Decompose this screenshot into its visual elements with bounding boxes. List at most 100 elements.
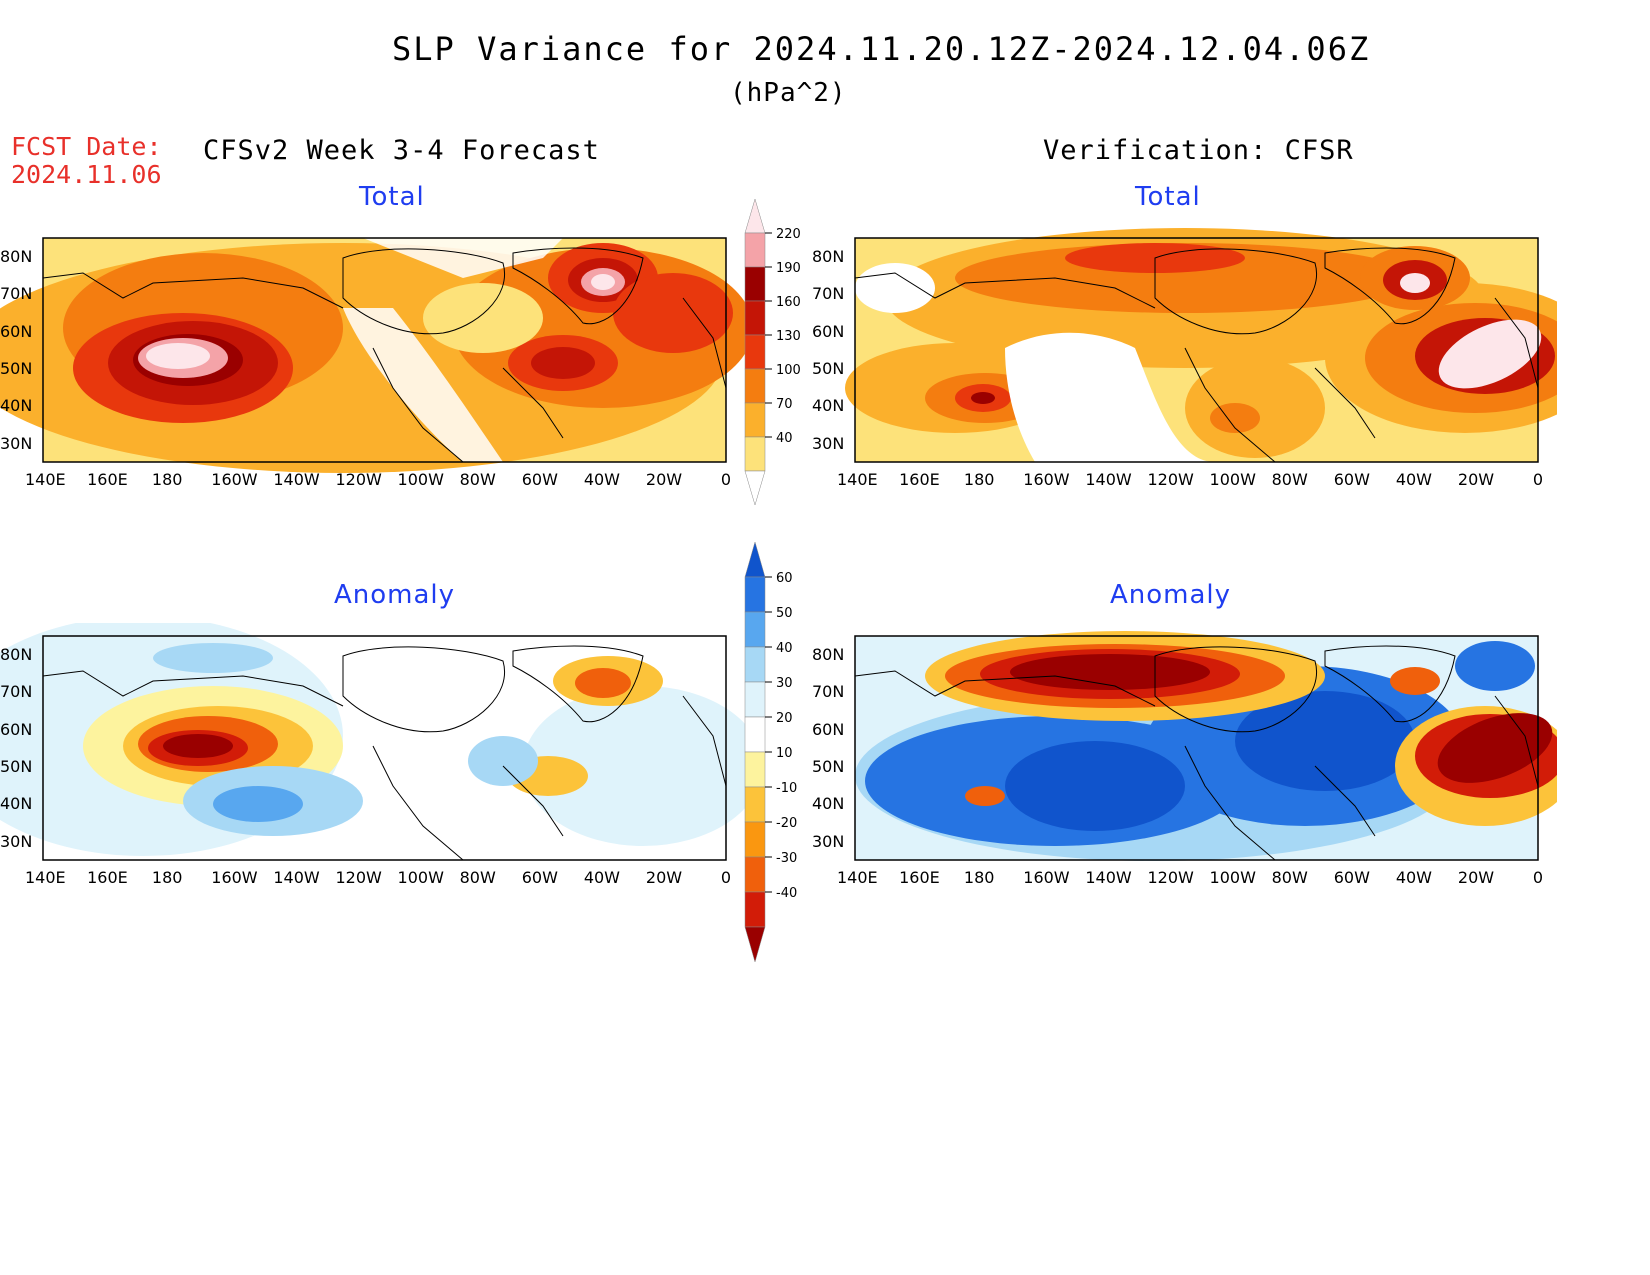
lat-tick-label: 60N xyxy=(0,719,33,739)
lon-tick-label: 120W xyxy=(1147,868,1194,887)
lat-tick-label: 40N xyxy=(812,396,845,416)
lon-tick-label: 60W xyxy=(1333,470,1370,489)
lat-tick-label: 80N xyxy=(0,247,33,266)
total-swatch xyxy=(744,334,766,370)
anomaly-swatch xyxy=(744,716,766,753)
anomaly-swatch xyxy=(744,821,766,858)
anomaly-swatch xyxy=(744,646,766,683)
anomaly-swatch xyxy=(744,681,766,718)
total-level-label: 40 xyxy=(776,431,793,446)
lon-tick-label: 180 xyxy=(151,470,183,489)
total-swatch xyxy=(744,368,766,404)
lon-tick-label: 160E xyxy=(899,868,940,887)
anomaly-swatch xyxy=(744,786,766,823)
total-level-label: 70 xyxy=(776,397,793,412)
panel-label-verification-anomaly: Anomaly xyxy=(1110,580,1232,610)
lon-tick-label: 60W xyxy=(521,470,558,489)
lon-tick-label: 120W xyxy=(335,868,382,887)
lon-tick-label: 40W xyxy=(583,470,620,489)
units-label: (hPa^2) xyxy=(730,78,847,108)
lon-tick-label: 160W xyxy=(211,470,258,489)
total-swatch xyxy=(744,232,766,268)
total-level-label: 100 xyxy=(776,363,801,378)
lon-tick-label: 100W xyxy=(397,470,444,489)
colorbar-total: 220 190 160 130 100 70 40 xyxy=(744,198,801,505)
total-swatch xyxy=(744,402,766,438)
anomaly-level-label: -30 xyxy=(776,851,797,866)
total-level-label: 160 xyxy=(776,295,801,310)
lon-tick-label: 0 xyxy=(1532,470,1544,489)
lon-tick-label: 160E xyxy=(899,470,940,489)
total-level-label: 190 xyxy=(776,261,801,276)
lon-tick-label: 80W xyxy=(1271,868,1308,887)
lat-tick-label: 40N xyxy=(0,396,33,416)
lat-tick-label: 60N xyxy=(812,321,845,341)
lat-tick-label: 70N xyxy=(812,682,845,702)
lon-tick-label: 0 xyxy=(1532,868,1544,887)
total-swatch xyxy=(744,436,766,472)
lat-tick-label: 30N xyxy=(812,831,845,851)
lon-tick-label: 160E xyxy=(87,868,128,887)
fcst-date-value: 2024.11.06 xyxy=(11,160,162,189)
lon-tick-label: 20W xyxy=(1457,470,1495,489)
verification-heading: Verification: CFSR xyxy=(1043,135,1354,166)
lon-tick-label: 160W xyxy=(1023,868,1070,887)
panel-label-forecast-anomaly: Anomaly xyxy=(334,580,456,610)
anomaly-level-label: -10 xyxy=(776,781,797,796)
lon-tick-label: 60W xyxy=(521,868,558,887)
lon-tick-label: 0 xyxy=(720,868,732,887)
lon-tick-label: 40W xyxy=(1395,868,1432,887)
lon-tick-label: 140W xyxy=(1085,868,1132,887)
anomaly-swatch xyxy=(744,856,766,893)
lon-tick-label: 20W xyxy=(645,868,683,887)
map-verification-total xyxy=(845,228,1557,463)
anomaly-swatch xyxy=(744,891,766,928)
anomaly-swatch xyxy=(744,926,766,963)
lat-tick-label: 60N xyxy=(812,719,845,739)
lon-tick-label: 80W xyxy=(459,868,496,887)
lat-tick-label: 50N xyxy=(812,756,845,776)
fcst-date-label: FCST Date: xyxy=(11,132,162,161)
anomaly-swatch xyxy=(744,751,766,788)
lat-tick-label: 70N xyxy=(812,284,845,304)
anomaly-level-label: 20 xyxy=(776,711,793,726)
total-swatch xyxy=(744,300,766,336)
lat-tick-label: 50N xyxy=(0,756,33,776)
lon-tick-label: 20W xyxy=(1457,868,1495,887)
panel-label-forecast-total: Total xyxy=(359,182,425,212)
anomaly-swatch xyxy=(744,611,766,648)
lon-tick-label: 0 xyxy=(720,470,732,489)
lon-tick-label: 80W xyxy=(459,470,496,489)
lat-tick-label: 50N xyxy=(0,358,33,378)
lon-tick-label: 120W xyxy=(335,470,382,489)
lat-tick-label: 70N xyxy=(0,284,33,304)
anomaly-level-label: -40 xyxy=(776,886,797,901)
map-forecast-anomaly xyxy=(0,623,745,861)
lon-tick-label: 140E xyxy=(25,868,66,887)
anomaly-level-label: -20 xyxy=(776,816,797,831)
total-swatch xyxy=(744,198,766,234)
map-forecast-total xyxy=(0,237,745,473)
anomaly-level-label: 40 xyxy=(776,641,793,656)
anomaly-level-label: 30 xyxy=(776,676,793,691)
anomaly-swatch xyxy=(744,576,766,613)
lon-tick-label: 140E xyxy=(837,868,878,887)
panel-label-verification-total: Total xyxy=(1135,182,1201,212)
lat-tick-label: 60N xyxy=(0,321,33,341)
lon-tick-label: 80W xyxy=(1271,470,1308,489)
anomaly-swatch xyxy=(744,541,766,578)
plot-title: SLP Variance for 2024.11.20.12Z-2024.12.… xyxy=(392,30,1371,68)
lat-tick-label: 80N xyxy=(812,645,845,664)
lon-tick-label: 100W xyxy=(1209,868,1256,887)
lat-tick-label: 70N xyxy=(0,682,33,702)
lat-tick-label: 30N xyxy=(812,433,845,453)
lat-tick-label: 80N xyxy=(812,247,845,266)
lon-tick-label: 160E xyxy=(87,470,128,489)
lon-tick-label: 20W xyxy=(645,470,683,489)
map-verification-anomaly xyxy=(854,631,1557,861)
anomaly-level-label: 60 xyxy=(776,571,793,586)
lon-tick-label: 180 xyxy=(963,470,995,489)
anomaly-level-label: 50 xyxy=(776,606,793,621)
lon-tick-label: 100W xyxy=(1209,470,1256,489)
lon-tick-label: 40W xyxy=(583,868,620,887)
